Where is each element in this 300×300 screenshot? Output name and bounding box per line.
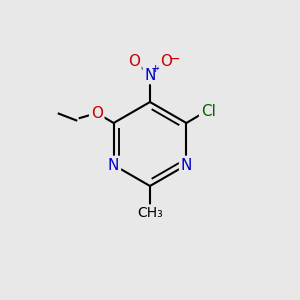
Text: N: N <box>181 158 192 172</box>
Text: N: N <box>108 158 119 172</box>
Text: O: O <box>160 54 172 69</box>
Text: +: + <box>151 64 160 74</box>
Text: N: N <box>144 68 156 82</box>
Text: Cl: Cl <box>201 104 216 119</box>
Text: −: − <box>169 52 180 65</box>
Text: CH₃: CH₃ <box>137 206 163 220</box>
Text: O: O <box>91 106 103 121</box>
Text: O: O <box>128 54 140 69</box>
